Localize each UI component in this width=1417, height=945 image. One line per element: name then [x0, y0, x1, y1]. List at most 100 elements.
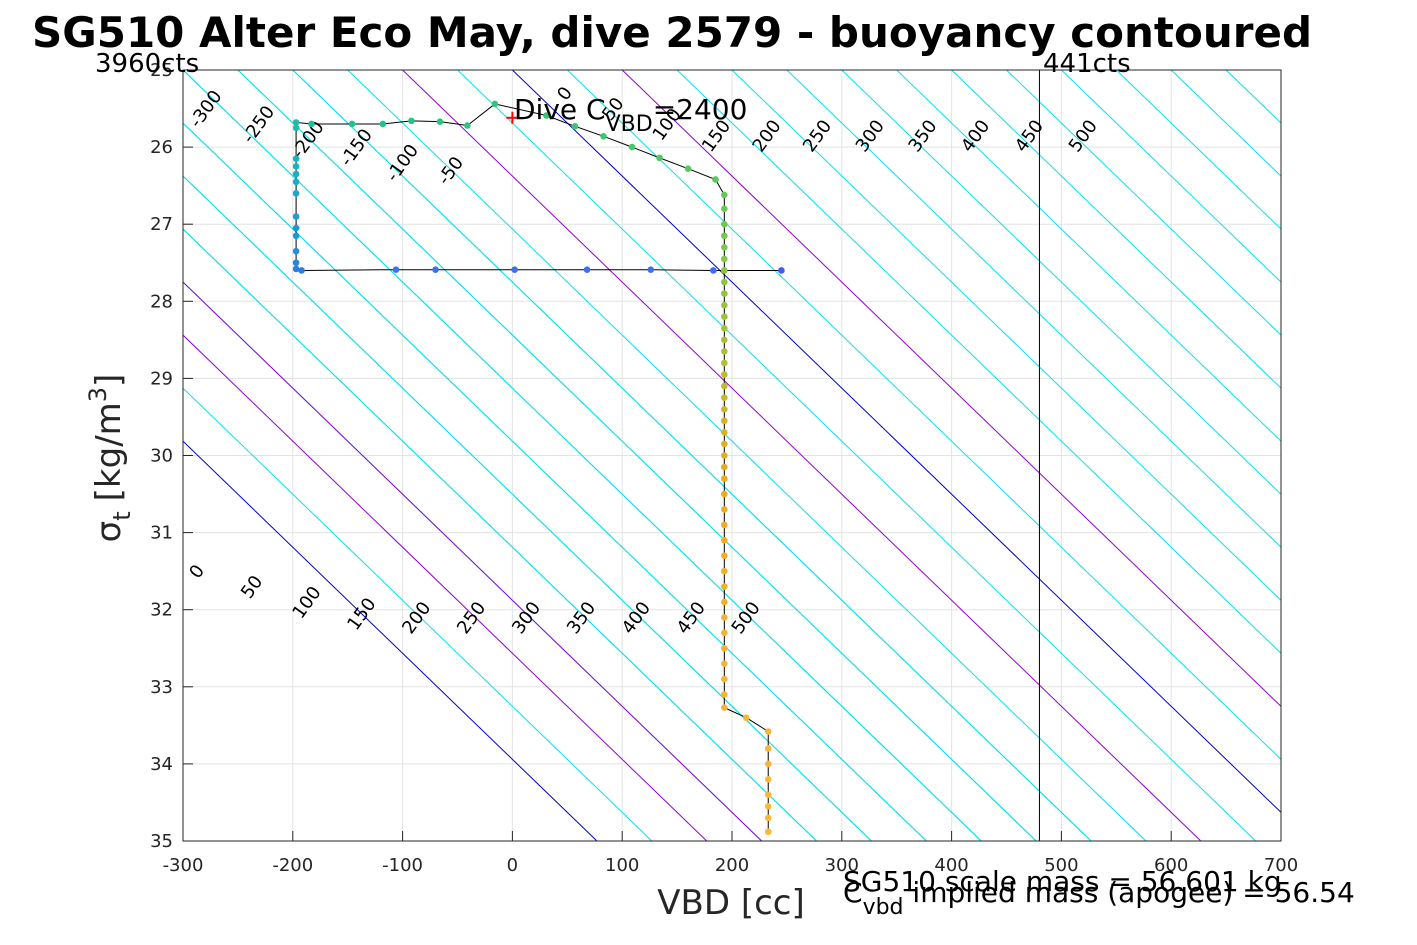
dive-cvbd-marker — [506, 111, 519, 124]
data-point — [292, 232, 300, 240]
x-axis-label: VBD [cc] — [657, 883, 805, 923]
data-point — [721, 537, 728, 544]
data-point — [292, 265, 300, 273]
y-axis-label-symbol: σ — [89, 521, 129, 543]
data-point — [721, 301, 728, 309]
data-point — [710, 267, 717, 274]
data-point — [543, 112, 550, 119]
contour-line — [1006, 70, 1281, 336]
data-point — [721, 244, 728, 251]
data-point — [721, 417, 728, 425]
y-tick-label: 29 — [150, 368, 173, 389]
y-tick-label: 27 — [150, 214, 173, 235]
data-point — [721, 205, 728, 213]
x-tick-label: 500 — [1044, 855, 1078, 876]
x-tick-label: 0 — [507, 855, 518, 876]
data-point — [712, 176, 719, 183]
data-point — [600, 133, 607, 140]
contour-line — [512, 70, 1281, 814]
data-point — [721, 521, 728, 529]
data-point — [721, 475, 728, 482]
contour-line — [347, 70, 1147, 841]
data-point — [721, 348, 728, 355]
implied-mass-label: Cvbd implied mass (apogee) = 56.54 — [843, 876, 1355, 920]
data-point — [721, 440, 728, 448]
dive-cvbd-label-prefix: Dive C — [514, 93, 606, 126]
x-tick-label: -100 — [382, 855, 423, 876]
y-tick-label: 35 — [150, 831, 173, 852]
data-point — [721, 336, 728, 344]
contour-line — [292, 70, 1092, 841]
data-point — [571, 122, 579, 130]
data-point — [721, 629, 728, 637]
data-point — [764, 791, 772, 799]
data-point — [292, 119, 300, 126]
scale-mass-label: SG510 scale mass = 56.601 kg — [843, 865, 1282, 898]
data-point — [721, 704, 728, 711]
data-point — [292, 224, 300, 232]
data-point — [721, 567, 728, 575]
x-tick-label: 300 — [825, 855, 859, 876]
data-point — [292, 163, 300, 170]
data-point — [464, 122, 471, 129]
data-point — [292, 213, 300, 220]
data-point — [721, 405, 728, 413]
dive-cvbd-label-subscript: VBD — [606, 112, 653, 137]
data-point — [292, 178, 300, 186]
data-point — [392, 266, 400, 273]
data-point — [721, 490, 728, 498]
data-point — [721, 644, 728, 652]
right-counts-label: 441cts — [1043, 49, 1131, 79]
y-tick-label: 26 — [150, 137, 173, 158]
x-axis-ticks: -300 -200 -100 0 100 200 300 400 500 600 700 — [163, 831, 1298, 876]
y-tick-label-top: 25 — [150, 60, 173, 81]
data-point — [764, 803, 772, 810]
contour-line — [566, 70, 1281, 761]
contour-line — [676, 70, 1281, 654]
data-point — [721, 598, 728, 606]
data-point — [721, 675, 728, 683]
contour-line — [621, 70, 1281, 708]
contour-line — [841, 70, 1281, 495]
data-point — [628, 143, 636, 151]
contour-line — [183, 122, 927, 841]
y-tick-label: 33 — [150, 677, 173, 698]
data-point — [292, 124, 300, 132]
contour-line — [183, 228, 817, 841]
x-tick-label: -200 — [272, 855, 313, 876]
contour-line — [183, 387, 653, 841]
data-point — [721, 463, 728, 471]
contour-line — [457, 70, 1257, 841]
data-point — [511, 266, 518, 273]
data-point — [721, 583, 728, 590]
buoyancy-contours — [183, 70, 1281, 841]
data-point — [379, 120, 387, 128]
data-point — [721, 382, 728, 390]
data-point — [408, 117, 415, 125]
grid-lines — [182, 70, 1282, 842]
data-point — [721, 452, 728, 459]
data-point — [721, 359, 728, 367]
y-tick-label: 34 — [150, 754, 173, 775]
data-point — [491, 100, 499, 108]
data-point — [721, 255, 728, 263]
dive-cvbd-label-value: =2400 — [653, 93, 748, 126]
data-point — [764, 760, 772, 768]
implied-mass-label-value: implied mass (apogee) = 56.54 — [904, 876, 1355, 909]
implied-mass-label-prefix: C — [843, 876, 863, 909]
data-point — [721, 220, 728, 228]
data-point — [684, 165, 692, 172]
y-tick-label: 32 — [150, 600, 173, 621]
data-point — [764, 814, 772, 822]
data-point — [292, 190, 300, 197]
data-point — [721, 660, 728, 667]
data-point — [721, 506, 728, 513]
x-tick-label: 700 — [1264, 855, 1298, 876]
data-point — [721, 232, 728, 240]
data-point — [764, 728, 772, 735]
x-tick-label: 400 — [934, 855, 968, 876]
contour-line — [896, 70, 1281, 442]
contour-line — [402, 70, 1202, 841]
data-point — [721, 313, 728, 321]
data-point — [764, 776, 772, 783]
